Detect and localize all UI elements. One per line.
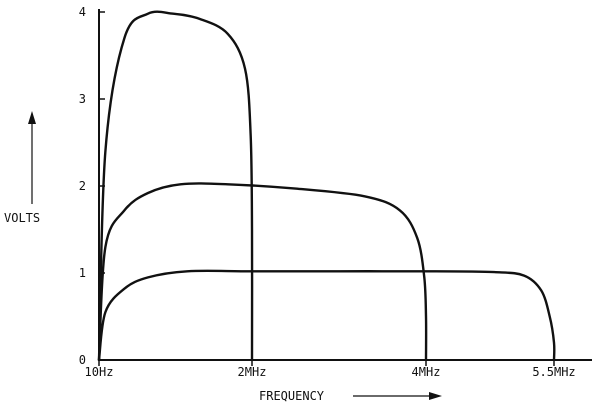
y-tick-label: 2 — [79, 179, 86, 193]
y-axis: 0 1 2 3 4 — [79, 5, 105, 367]
y-tick-label: 4 — [79, 5, 86, 19]
x-tick-labels: 10Hz 2MHz 4MHz 5.5MHz — [85, 360, 576, 379]
chart-series — [97, 10, 556, 362]
y-tick-label: 1 — [79, 266, 86, 280]
series-line-1 — [97, 10, 254, 362]
x-tick-label: 4MHz — [412, 365, 441, 379]
x-tick-label: 5.5MHz — [532, 365, 575, 379]
y-tick-label: 3 — [79, 92, 86, 106]
series-line-3 — [97, 269, 556, 362]
series-line-2 — [97, 182, 428, 362]
x-tick-label: 10Hz — [85, 365, 114, 379]
x-axis-arrow-icon — [353, 392, 442, 400]
x-axis: 10Hz 2MHz 4MHz 5.5MHz — [85, 359, 592, 379]
y-tick-label: 0 — [79, 353, 86, 367]
x-axis-label: FREQUENCY — [259, 389, 325, 403]
y-axis-arrow-icon — [28, 111, 36, 204]
x-tick-label: 2MHz — [238, 365, 267, 379]
y-axis-label: VOLTS — [4, 211, 40, 225]
